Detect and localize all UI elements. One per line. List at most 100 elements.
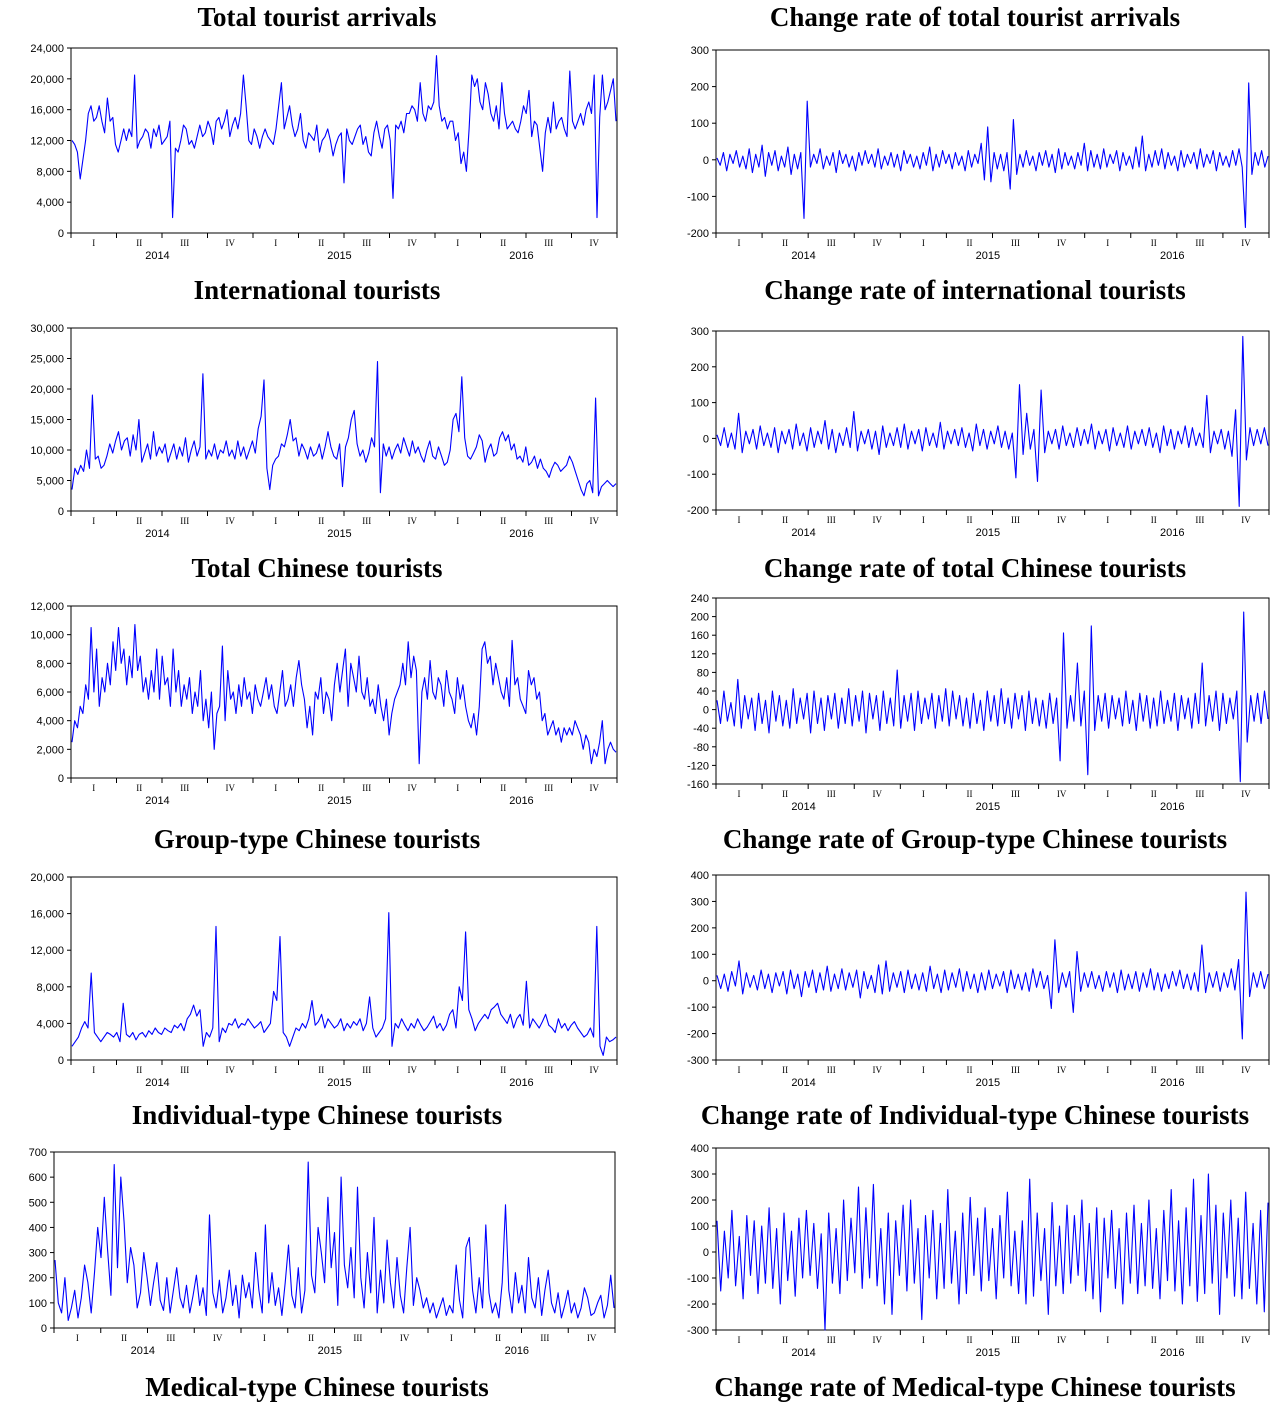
x-quarter-label: IV — [226, 238, 236, 248]
y-tick-label: 0 — [703, 976, 709, 988]
x-year-label: 2014 — [145, 250, 169, 262]
x-year-label: 2015 — [327, 1077, 351, 1089]
x-quarter-label: IV — [1057, 515, 1067, 525]
series-line — [716, 335, 1269, 507]
x-quarter-label: III — [353, 1333, 362, 1343]
y-tick-label: 100 — [691, 398, 709, 410]
x-quarter-label: III — [180, 783, 189, 793]
panel-title-change-chinese-total: Change rate of total Chinese tourists — [763, 553, 1187, 583]
x-quarter-label: II — [308, 1333, 314, 1343]
x-quarter-label: II — [1151, 515, 1157, 525]
series-line — [716, 1173, 1269, 1331]
x-year-label: 2015 — [976, 527, 1000, 539]
x-quarter-label: IV — [1057, 1335, 1067, 1345]
x-quarter-label: I — [738, 515, 741, 525]
y-tick-label: 300 — [691, 1169, 709, 1181]
x-quarter-label: I — [450, 1333, 453, 1343]
x-quarter-label: II — [1151, 1065, 1157, 1075]
x-quarter-label: I — [456, 1065, 459, 1075]
y-tick-label: 6,000 — [36, 687, 64, 699]
y-tick-label: 12,000 — [30, 945, 64, 957]
x-quarter-label: I — [922, 789, 925, 799]
x-quarter-label: IV — [1241, 515, 1251, 525]
x-quarter-label: III — [1011, 1335, 1020, 1345]
y-tick-label: 15,000 — [30, 415, 64, 427]
x-year-label: 2014 — [791, 250, 815, 262]
x-quarter-label: IV — [873, 1065, 883, 1075]
x-quarter-label: IV — [587, 1333, 597, 1343]
x-quarter-label: III — [362, 1065, 371, 1075]
y-tick-label: 16,000 — [30, 105, 64, 117]
x-quarter-label: III — [1011, 238, 1020, 248]
x-quarter-label: I — [274, 783, 277, 793]
y-tick-label: 4,000 — [36, 716, 64, 728]
y-tick-label: 400 — [691, 1143, 709, 1155]
y-tick-label: -300 — [687, 1055, 709, 1067]
y-tick-label: 200 — [691, 923, 709, 935]
y-tick-label: 500 — [29, 1197, 47, 1209]
y-tick-label: -100 — [687, 1002, 709, 1014]
x-year-label: 2016 — [1160, 250, 1184, 262]
y-tick-label: 16,000 — [30, 909, 64, 921]
x-quarter-label: II — [136, 238, 142, 248]
x-year-label: 2015 — [327, 250, 351, 262]
x-year-label: 2015 — [976, 250, 1000, 262]
caption-change-medical-type: Change rate of Medical-type Chinese tour… — [714, 1372, 1236, 1402]
x-quarter-label: I — [1106, 1335, 1109, 1345]
x-quarter-label: II — [1151, 789, 1157, 799]
x-quarter-label: III — [362, 516, 371, 526]
x-quarter-label: III — [180, 1065, 189, 1075]
x-year-label: 2015 — [976, 1077, 1000, 1089]
x-quarter-label: II — [1151, 1335, 1157, 1345]
y-tick-label: 200 — [691, 82, 709, 94]
y-tick-label: 24,000 — [30, 43, 64, 55]
x-quarter-label: IV — [1241, 1335, 1251, 1345]
x-year-label: 2014 — [791, 1077, 815, 1089]
y-tick-label: -100 — [687, 1273, 709, 1285]
x-year-label: 2015 — [318, 1345, 342, 1357]
y-tick-label: -100 — [687, 191, 709, 203]
y-tick-label: 300 — [691, 45, 709, 57]
panel-title-total-arrivals: Total tourist arrivals — [197, 2, 437, 32]
x-quarter-label: IV — [408, 238, 418, 248]
x-year-label: 2015 — [327, 528, 351, 540]
x-year-label: 2016 — [509, 1077, 533, 1089]
x-quarter-label: IV — [1057, 1065, 1067, 1075]
x-quarter-label: I — [1106, 1065, 1109, 1075]
caption-medical-type: Medical-type Chinese tourists — [145, 1372, 489, 1402]
x-quarter-label: I — [1106, 515, 1109, 525]
x-quarter-label: I — [274, 516, 277, 526]
series-line — [71, 361, 617, 497]
y-tick-label: 0 — [703, 705, 709, 717]
x-quarter-label: III — [544, 783, 553, 793]
x-year-label: 2016 — [1160, 1347, 1184, 1359]
x-quarter-label: IV — [873, 238, 883, 248]
x-quarter-label: I — [274, 238, 277, 248]
y-tick-label: 100 — [29, 1298, 47, 1310]
x-year-label: 2014 — [145, 795, 169, 807]
y-tick-label: 200 — [691, 612, 709, 624]
x-year-label: 2016 — [1160, 801, 1184, 813]
x-quarter-label: I — [1106, 238, 1109, 248]
series-line — [71, 912, 617, 1056]
x-quarter-label: III — [1195, 789, 1204, 799]
x-quarter-label: III — [544, 238, 553, 248]
panel-title-group-type: Group-type Chinese tourists — [153, 824, 481, 854]
x-quarter-label: II — [1151, 238, 1157, 248]
y-tick-label: -200 — [687, 1029, 709, 1041]
x-quarter-label: IV — [873, 789, 883, 799]
x-quarter-label: I — [456, 783, 459, 793]
x-quarter-label: II — [782, 515, 788, 525]
y-tick-label: 5,000 — [36, 476, 64, 488]
series-line — [71, 55, 617, 219]
x-quarter-label: III — [1195, 515, 1204, 525]
x-quarter-label: II — [500, 783, 506, 793]
y-tick-label: 0 — [703, 155, 709, 167]
y-tick-label: -200 — [687, 228, 709, 240]
x-year-label: 2014 — [131, 1345, 155, 1357]
x-quarter-label: II — [318, 783, 324, 793]
panel-title-international: International tourists — [193, 275, 441, 305]
